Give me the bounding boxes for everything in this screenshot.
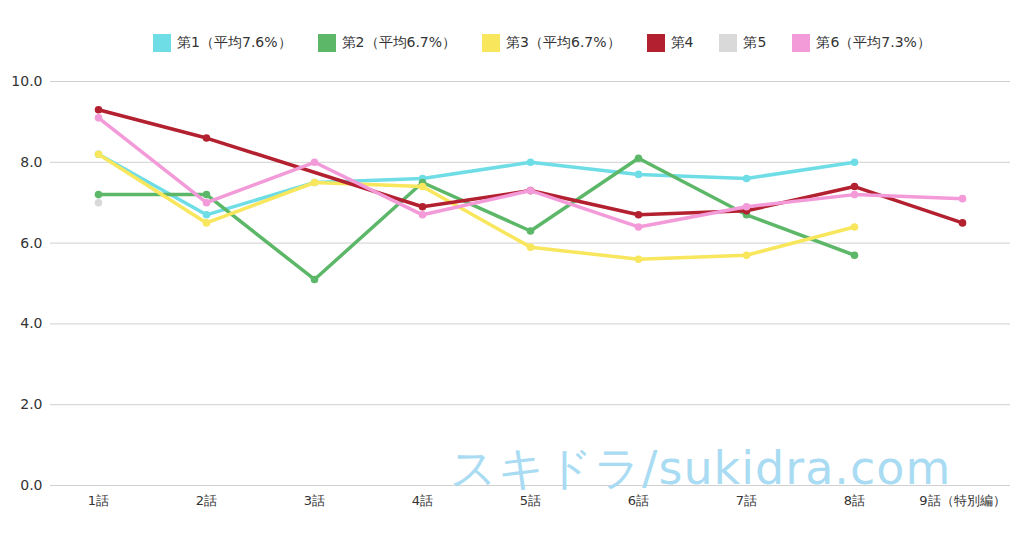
html-text:第6（平均7.3%）: 第6（平均7.3%） (816, 34, 931, 50)
html-text:第3（平均6.7%）: 第3（平均6.7%） (506, 34, 621, 50)
svg-text:6.0: 6.0 (20, 235, 42, 251)
svg-text:10.0: 10.0 (11, 73, 42, 89)
svg-text:8話: 8話 (844, 493, 865, 508)
svg-text:7話: 7話 (736, 493, 757, 508)
svg-text:2話: 2話 (196, 493, 217, 508)
svg-text:3話: 3話 (304, 493, 325, 508)
svg-text:6話: 6話 (628, 493, 649, 508)
html-text:第1（平均7.6%）: 第1（平均7.6%） (177, 34, 292, 50)
svg-text:0.0: 0.0 (20, 477, 42, 493)
svg-text:8.0: 8.0 (20, 154, 42, 170)
svg-text:9話（特別編）: 9話（特別編） (919, 493, 1005, 508)
svg-text:2.0: 2.0 (20, 396, 42, 412)
html-text:スキドラ/sukidra.com: スキドラ/sukidra.com (450, 441, 952, 495)
svg-text:1話: 1話 (88, 493, 109, 508)
svg-text:4.0: 4.0 (20, 315, 42, 331)
html-text:第2（平均6.7%）: 第2（平均6.7%） (341, 34, 457, 50)
html-text:第5: 第5 (743, 34, 767, 50)
svg-text:5話: 5話 (520, 493, 541, 508)
svg-text:4話: 4話 (412, 493, 433, 508)
html-text:第4: 第4 (670, 34, 694, 50)
